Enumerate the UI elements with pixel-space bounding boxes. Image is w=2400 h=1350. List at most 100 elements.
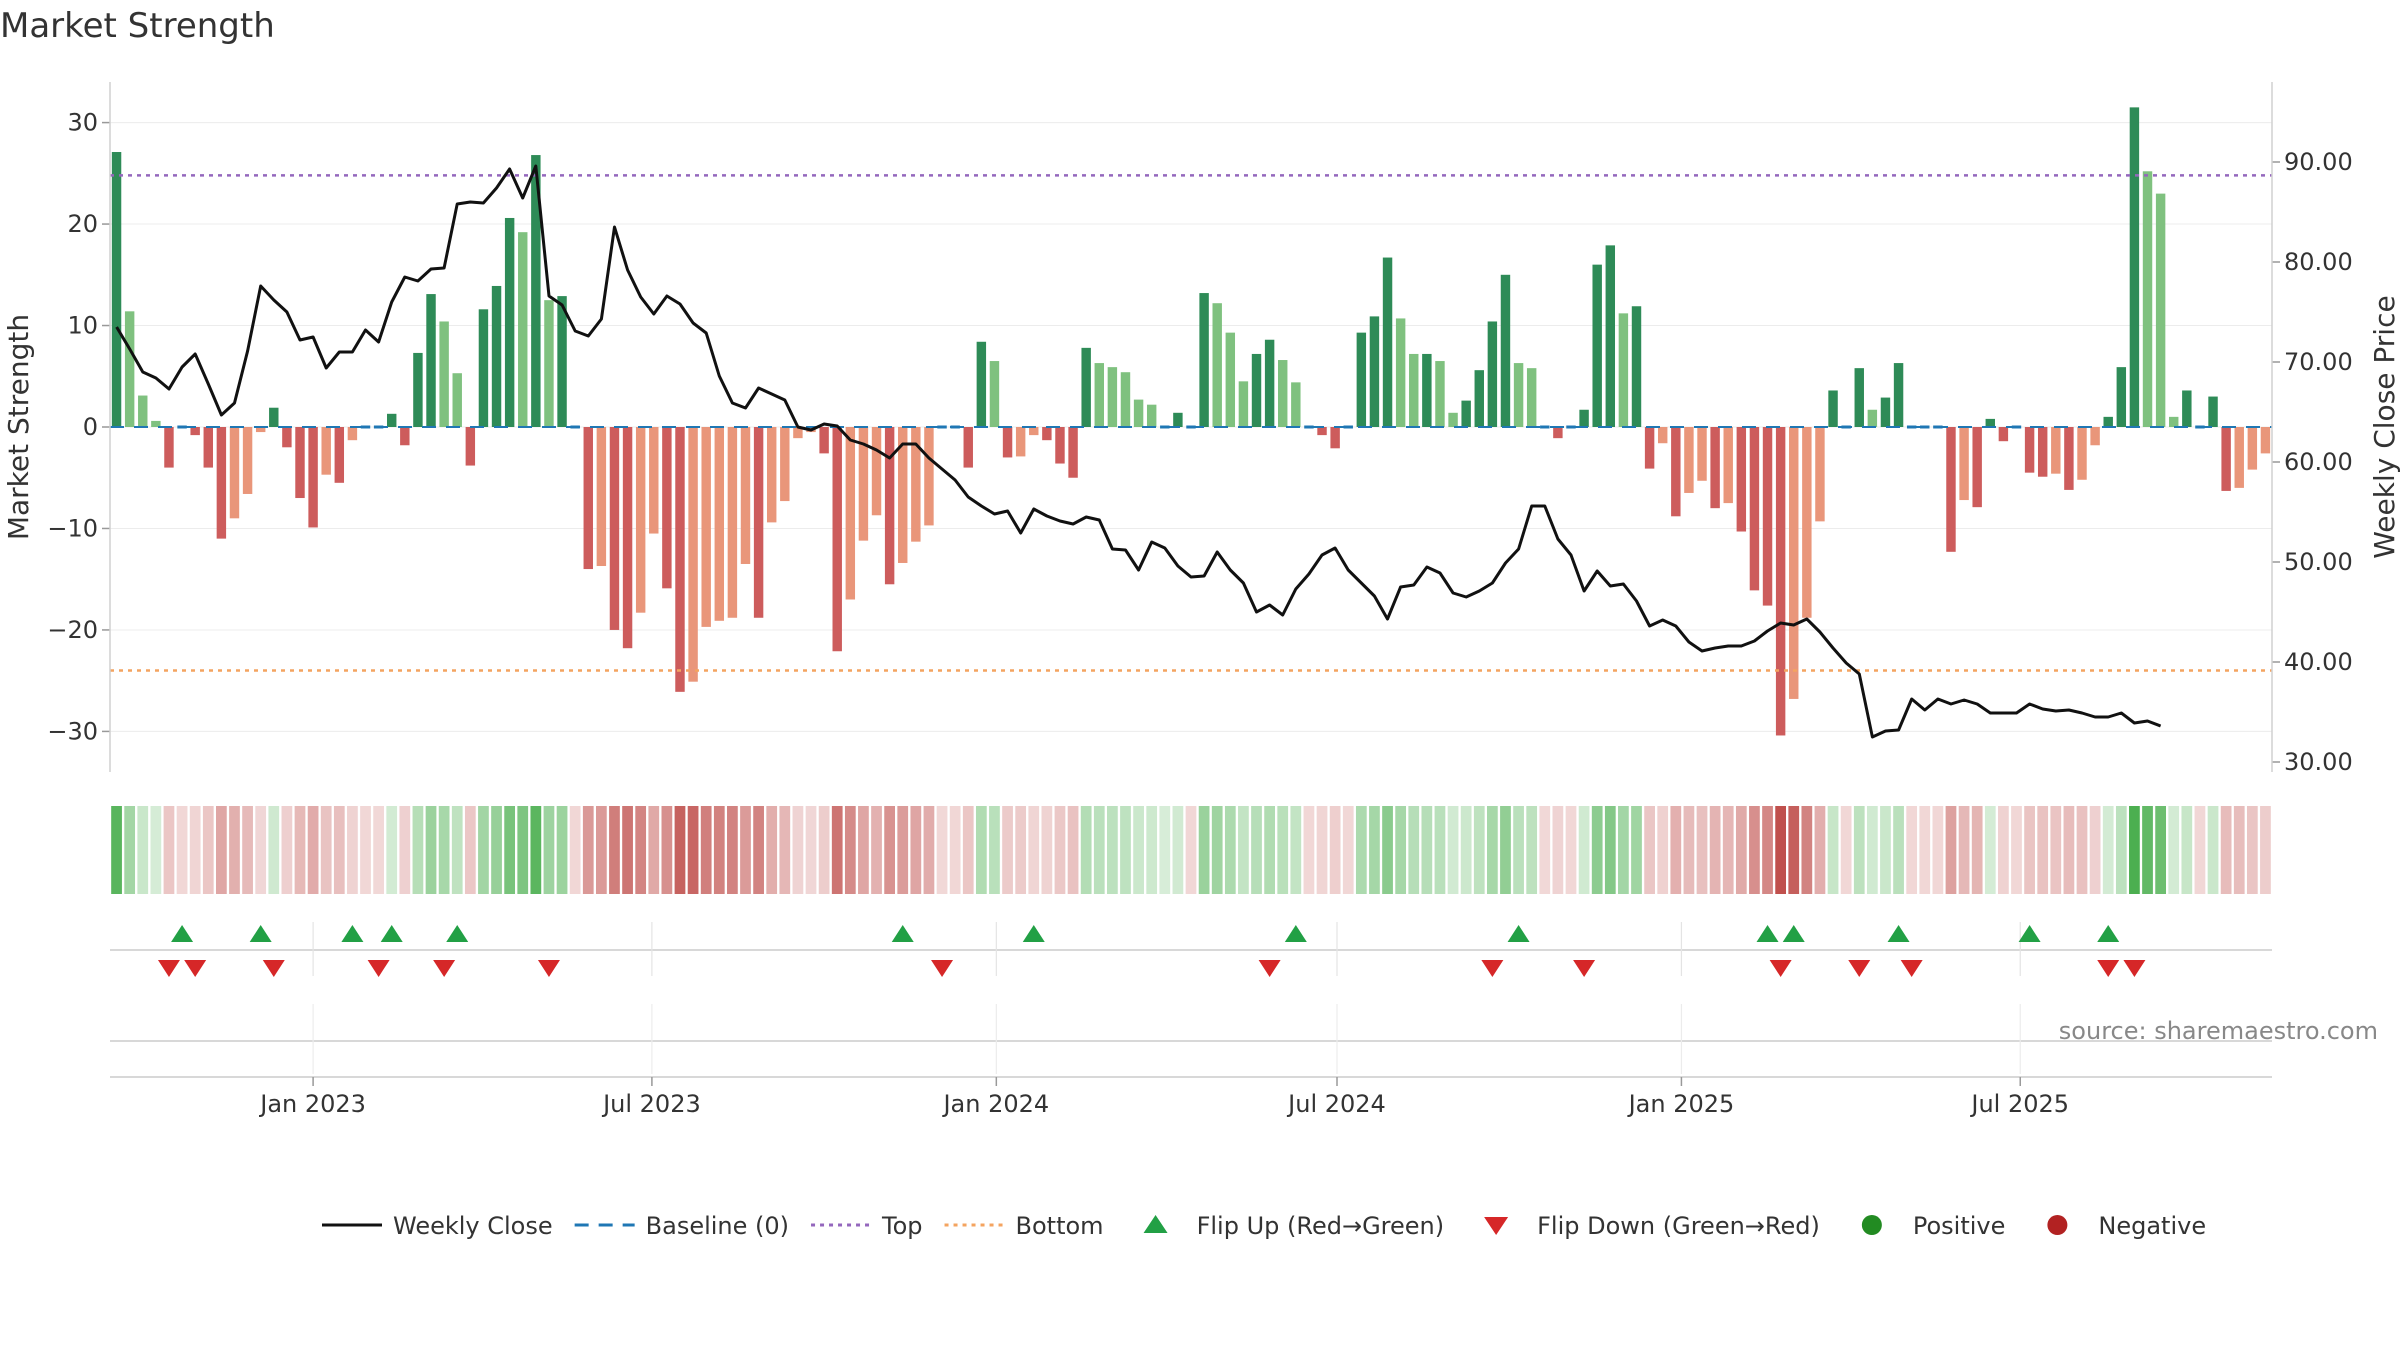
y2-tick-label: 70.00 — [2284, 348, 2353, 376]
strength-bar — [963, 427, 973, 468]
strength-bar — [1212, 303, 1222, 427]
y2-tick-label: 30.00 — [2284, 748, 2353, 776]
strip-cell — [595, 806, 607, 894]
strip-cell — [569, 806, 581, 894]
strip-cell — [818, 806, 830, 894]
strip-cell — [1185, 806, 1197, 894]
legend-label: Top — [881, 1212, 923, 1240]
strip-cell — [622, 806, 633, 894]
strip-cell — [2011, 806, 2022, 894]
weekly-close-layer — [115, 164, 2162, 739]
legend-item[interactable]: Top — [811, 1212, 923, 1240]
strip-cell — [1486, 806, 1498, 894]
strip-cell — [1028, 806, 1040, 894]
strip-cell — [504, 806, 516, 894]
flip-up-marker — [1756, 925, 1779, 942]
strength-bar — [1015, 427, 1026, 457]
strength-bar — [1107, 367, 1118, 427]
strength-bar — [1985, 418, 1996, 427]
y-tick-label: 20 — [67, 210, 98, 238]
strip-cell — [281, 806, 293, 894]
strength-bar — [2260, 427, 2271, 454]
strip-cell — [1146, 806, 1158, 894]
strip-cell — [1866, 806, 1878, 894]
strength-bar — [1671, 427, 1681, 517]
strip-cell — [1919, 806, 1931, 894]
strip-cell — [1513, 806, 1524, 894]
strip-cell — [2194, 806, 2206, 894]
flip-up-marker — [2018, 925, 2041, 942]
legend-item[interactable]: Bottom — [944, 1212, 1104, 1240]
strength-bar — [138, 395, 148, 427]
strength-bar — [1304, 425, 1314, 429]
strip-cell — [1198, 806, 1210, 894]
strip-cell — [779, 806, 791, 894]
strength-bar — [1435, 361, 1445, 427]
strip-cell — [137, 806, 149, 894]
strip-cell — [1526, 806, 1538, 894]
strength-bar — [662, 427, 672, 589]
legend: Weekly Close Baseline (0) Top Bottom Flip Up… — [322, 1212, 2206, 1240]
strip-cell — [949, 806, 961, 894]
strip-cell — [1211, 806, 1223, 894]
strip-cell — [386, 806, 398, 894]
strip-cell — [753, 806, 764, 894]
strip-cell — [451, 806, 463, 894]
strength-bar — [426, 294, 436, 427]
strength-bar — [1042, 427, 1052, 441]
flip-up-marker — [446, 925, 469, 942]
strength-bar — [1369, 316, 1380, 427]
strip-cell — [1133, 806, 1144, 894]
strength-bar — [269, 407, 279, 427]
strip-cell — [871, 806, 882, 894]
strip-cell — [1473, 806, 1485, 894]
legend-label: Baseline (0) — [646, 1212, 789, 1240]
strip-cell — [333, 806, 345, 894]
strip-cell — [1657, 806, 1669, 894]
strip-cell — [1722, 806, 1734, 894]
flip-up-marker — [341, 925, 364, 942]
strip-cell — [1749, 806, 1760, 894]
strength-bar — [1081, 347, 1091, 427]
strength-bar — [1762, 427, 1773, 606]
strength-bar — [1382, 257, 1393, 427]
strength-bar — [1946, 427, 1956, 552]
strength-bar — [2116, 367, 2127, 427]
strength-bar — [111, 152, 122, 427]
strip-cell — [1224, 806, 1236, 894]
x-axis: Jan 2023 Jul 2023 Jan 2024 Jul 2024 Jan 2025… — [110, 1004, 2272, 1118]
flip-up-marker — [380, 925, 403, 942]
strip-cell — [1893, 806, 1904, 894]
strength-bar — [190, 427, 200, 436]
legend-circle-icon — [2047, 1215, 2068, 1235]
strip-cell — [124, 806, 136, 894]
strength-bar — [1068, 427, 1078, 478]
flip-down-marker — [1573, 960, 1596, 977]
strip-cell — [1958, 806, 1970, 894]
strength-bar — [2169, 416, 2179, 427]
legend-item[interactable]: Weekly Close — [322, 1212, 553, 1240]
legend-item[interactable]: Baseline (0) — [574, 1212, 789, 1240]
flip-up-marker — [1022, 925, 1045, 942]
chart-title: Market Strength — [0, 6, 275, 46]
strength-bar — [583, 427, 593, 570]
strength-bar — [1474, 370, 1484, 427]
flip-up-marker — [1887, 925, 1910, 942]
strength-bar — [452, 373, 462, 427]
strip-cell — [1683, 806, 1695, 894]
flip-down-marker — [367, 960, 390, 977]
strength-bar — [1199, 293, 1209, 427]
legend-item[interactable]: Positive — [1861, 1212, 2006, 1240]
legend-item[interactable]: Flip Up (Red→Green) — [1143, 1212, 1445, 1240]
legend-item[interactable]: Negative — [2047, 1212, 2206, 1240]
strength-bar — [832, 427, 842, 652]
strip-cell — [1251, 806, 1262, 894]
strip-cell — [1500, 806, 1511, 894]
strip-cell — [1552, 806, 1564, 894]
strength-bar — [413, 352, 423, 427]
strip-cell — [2102, 806, 2114, 894]
strength-bar — [1684, 427, 1694, 493]
legend-item[interactable]: Flip Down (Green→Red) — [1484, 1212, 1820, 1240]
strength-bar — [2142, 171, 2153, 427]
strength-bar — [308, 427, 318, 528]
